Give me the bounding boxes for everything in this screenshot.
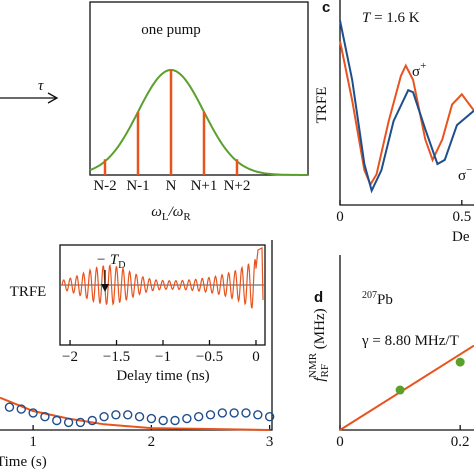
x-tick-label: 1 xyxy=(29,434,37,450)
data-point xyxy=(16,404,26,414)
data-point xyxy=(182,413,192,424)
panel-c-x-label: De xyxy=(452,229,470,245)
data-point xyxy=(170,415,180,426)
label-part: 207 xyxy=(362,290,377,301)
data-point xyxy=(40,412,50,422)
x-tick-label: 2 xyxy=(148,434,156,450)
series-line xyxy=(339,40,474,187)
data-point xyxy=(75,417,86,428)
label-part: Pb xyxy=(377,292,393,308)
data-point xyxy=(229,408,239,418)
data-point xyxy=(455,357,465,367)
x-tick-label: 0.5 xyxy=(452,209,471,225)
panel-b-x-label: ωL/ωR xyxy=(151,204,191,223)
data-point xyxy=(158,415,168,426)
label-part: L xyxy=(162,211,169,223)
data-point xyxy=(264,412,275,422)
label-part: f xyxy=(312,376,328,382)
data-point xyxy=(205,410,216,420)
data-point xyxy=(217,408,228,418)
label-part: RF xyxy=(319,364,331,377)
panel-b-title: one pump xyxy=(141,22,201,38)
x-tick-label: 0 xyxy=(252,349,260,365)
data-point xyxy=(146,413,157,424)
data-point xyxy=(395,385,405,395)
decay-curve xyxy=(0,396,270,431)
data-point xyxy=(111,410,121,420)
series-line xyxy=(339,20,474,194)
x-tick-label: N+2 xyxy=(224,178,251,194)
td-arrow-head xyxy=(101,284,109,292)
panel-c-y-label: TRFE xyxy=(314,87,330,124)
panel-c-label: c xyxy=(322,0,330,16)
label-part: D xyxy=(118,260,125,271)
x-tick-label: −0.5 xyxy=(196,349,223,365)
label-part: ω xyxy=(151,204,162,220)
data-point xyxy=(87,415,97,426)
inset-x-label: Delay time (ns) xyxy=(116,368,209,384)
inset-frame xyxy=(59,244,266,346)
x-tick-label: N+1 xyxy=(191,178,218,194)
x-tick-label: N-2 xyxy=(93,178,116,194)
x-tick-label: −1.5 xyxy=(103,349,130,365)
data-point xyxy=(123,410,133,420)
inset-y-label: TRFE xyxy=(10,284,47,300)
data-point xyxy=(63,417,74,428)
inset-signal xyxy=(61,247,264,309)
label-part: NMR xyxy=(307,352,319,378)
temperature-label: T = 1.6 K xyxy=(362,10,420,26)
data-point xyxy=(253,410,263,420)
data-point xyxy=(28,408,38,418)
label-part: R xyxy=(183,211,191,223)
panel-b-frame xyxy=(89,1,309,176)
x-tick-label: N-1 xyxy=(126,178,149,194)
label-part: = 1.6 K xyxy=(370,10,419,26)
fit-line xyxy=(339,344,474,431)
label-part: − T xyxy=(96,252,120,268)
gamma-label: γ = 8.80 MHz/T xyxy=(361,333,459,349)
x-tick-label: −2 xyxy=(62,349,78,365)
x-tick-label: −1 xyxy=(155,349,171,365)
isotope-label: 207Pb xyxy=(362,290,393,308)
panel-d-label: d xyxy=(314,289,323,306)
x-tick-label: 3 xyxy=(266,434,274,450)
envelope-curve xyxy=(89,69,308,176)
legend-label: σ+ xyxy=(412,60,426,80)
legend-label: σ− xyxy=(458,164,472,184)
data-point xyxy=(193,412,204,422)
x-tick-label: 0.2 xyxy=(451,434,470,450)
label-part: T xyxy=(362,10,372,26)
panel-e-x-label: Time (s) xyxy=(0,454,47,470)
data-point xyxy=(99,412,109,422)
data-point xyxy=(52,415,62,426)
td-marker: − TD xyxy=(96,252,125,271)
data-point xyxy=(4,402,15,412)
x-tick-label: 0 xyxy=(336,434,344,450)
arrow-label: τ xyxy=(38,78,44,94)
x-tick-label: N xyxy=(166,178,177,194)
label-part: /ω xyxy=(168,204,184,220)
arrow-head xyxy=(47,92,59,104)
panel-d-y-label: fRFNMR (MHz) xyxy=(307,308,331,381)
panel-e-axes xyxy=(0,240,273,431)
x-tick-label: 0 xyxy=(336,209,344,225)
data-point xyxy=(134,412,145,422)
data-point xyxy=(241,408,251,418)
label-part: (MHz) xyxy=(312,308,328,353)
